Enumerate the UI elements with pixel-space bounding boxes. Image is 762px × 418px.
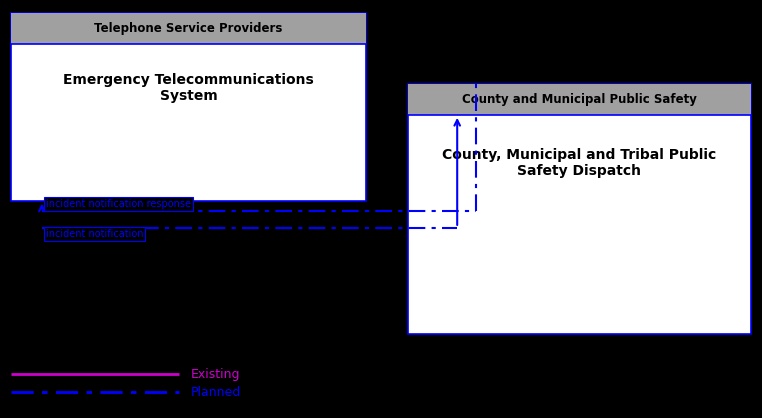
Text: Emergency Telecommunications
System: Emergency Telecommunications System bbox=[63, 73, 314, 103]
Bar bbox=[11, 13, 366, 44]
Bar bbox=[408, 84, 751, 334]
Text: incident notification response: incident notification response bbox=[46, 199, 190, 209]
Bar bbox=[408, 84, 751, 115]
Text: County, Municipal and Tribal Public
Safety Dispatch: County, Municipal and Tribal Public Safe… bbox=[442, 148, 716, 178]
Text: Telephone Service Providers: Telephone Service Providers bbox=[94, 22, 283, 35]
Bar bbox=[11, 13, 366, 201]
Text: Existing: Existing bbox=[190, 367, 240, 381]
Text: incident notification: incident notification bbox=[46, 229, 143, 239]
Text: County and Municipal Public Safety: County and Municipal Public Safety bbox=[462, 93, 696, 106]
Text: Planned: Planned bbox=[190, 385, 241, 399]
